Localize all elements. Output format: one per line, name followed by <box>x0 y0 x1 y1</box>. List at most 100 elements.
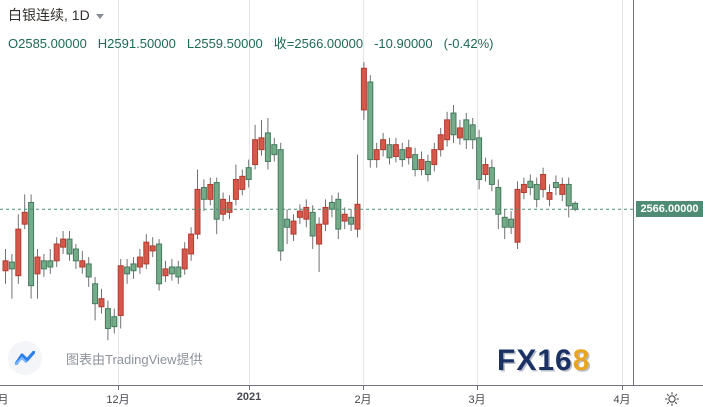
candle <box>181 248 188 270</box>
candle <box>412 154 419 171</box>
candle <box>431 149 438 166</box>
candle <box>508 218 515 228</box>
candle <box>85 263 92 278</box>
time-axis-label: 2021 <box>236 391 262 403</box>
candle <box>328 201 335 210</box>
candle <box>456 127 463 139</box>
candle <box>476 137 483 180</box>
candle <box>226 201 233 213</box>
symbol-title[interactable]: 白银连续, 1D <box>8 7 90 23</box>
time-axis[interactable]: 月 12月 2021 2月 3月 4月 <box>0 386 703 407</box>
candle <box>565 183 572 207</box>
candle <box>341 213 348 222</box>
candle <box>373 149 380 161</box>
candle <box>348 216 355 225</box>
candle <box>405 147 412 159</box>
candle <box>156 243 163 285</box>
time-axis-line <box>0 385 703 386</box>
candle <box>360 67 367 111</box>
candle <box>98 298 105 308</box>
last-price-label: 2566.00000 <box>636 201 703 217</box>
candle <box>117 265 124 316</box>
candle <box>540 173 547 190</box>
candle <box>277 149 284 252</box>
candle <box>354 203 361 230</box>
candle <box>309 211 316 237</box>
candle <box>252 139 259 166</box>
candle <box>130 263 137 272</box>
candle <box>463 119 470 141</box>
candle <box>168 266 175 275</box>
candle <box>200 187 207 200</box>
candle <box>72 248 79 262</box>
candle <box>546 192 553 200</box>
fx168-logo-accent: 8 <box>572 344 591 377</box>
candle <box>424 160 431 175</box>
candle <box>271 144 278 156</box>
candle <box>316 223 323 245</box>
candle <box>207 183 214 200</box>
fx168-logo-main: FX16 <box>497 344 573 377</box>
candle <box>296 210 303 218</box>
candle <box>239 175 246 190</box>
candle <box>162 268 169 277</box>
tradingview-logo-icon[interactable] <box>8 341 42 375</box>
candle <box>149 245 156 252</box>
candle <box>213 182 220 220</box>
time-axis-label: 12月 <box>106 394 130 406</box>
candle <box>40 260 47 270</box>
candle <box>450 112 457 136</box>
time-axis-label: 月 <box>0 394 9 406</box>
candle <box>47 260 54 268</box>
chart-header: 白银连续, 1D O2585.00000 H2591.50000 L2559.500… <box>8 5 505 52</box>
candle <box>572 202 579 210</box>
candle <box>92 283 99 305</box>
gear-icon[interactable] <box>664 391 680 407</box>
candle <box>220 198 227 215</box>
change-value: -10.90000 <box>374 36 433 51</box>
candle <box>232 178 239 200</box>
candle <box>380 139 387 151</box>
time-axis-label: 2月 <box>354 394 372 406</box>
candle <box>136 256 143 268</box>
candle <box>418 159 425 171</box>
candle <box>495 187 502 215</box>
chevron-down-icon[interactable] <box>95 13 104 19</box>
candle <box>559 183 566 195</box>
candle <box>501 216 508 228</box>
close-value: 收=2566.00000 <box>273 36 364 51</box>
candle <box>386 144 393 159</box>
candle <box>258 137 265 151</box>
high-value: H2591.50000 <box>97 36 176 51</box>
candle <box>290 220 297 235</box>
candle <box>104 308 111 329</box>
candle <box>533 183 540 200</box>
low-value: L2559.50000 <box>186 36 263 51</box>
candle <box>303 206 310 220</box>
candle <box>53 243 60 262</box>
candle <box>335 198 342 230</box>
tradingview-attribution[interactable]: 图表由TradingView提供 <box>8 341 203 375</box>
candle <box>514 188 521 243</box>
attribution-text[interactable]: 图表由TradingView提供 <box>66 351 203 367</box>
change-percent: (-0.42%) <box>443 36 494 51</box>
candle <box>66 238 73 255</box>
fx168-logo: FX168 <box>497 344 590 378</box>
candle <box>79 260 86 268</box>
candle <box>527 180 534 189</box>
candle <box>284 218 291 228</box>
candle <box>322 206 329 225</box>
candle <box>444 119 451 141</box>
candle <box>552 182 559 189</box>
candle <box>175 266 182 278</box>
candle <box>188 233 195 255</box>
candle <box>392 144 399 157</box>
candle <box>28 201 35 287</box>
ohlc-row: O2585.00000 H2591.50000 L2559.50000 收=2566.… <box>8 33 505 52</box>
candle <box>2 260 9 272</box>
candle <box>194 188 201 235</box>
candle <box>469 124 476 141</box>
time-axis-label: 4月 <box>613 394 631 406</box>
